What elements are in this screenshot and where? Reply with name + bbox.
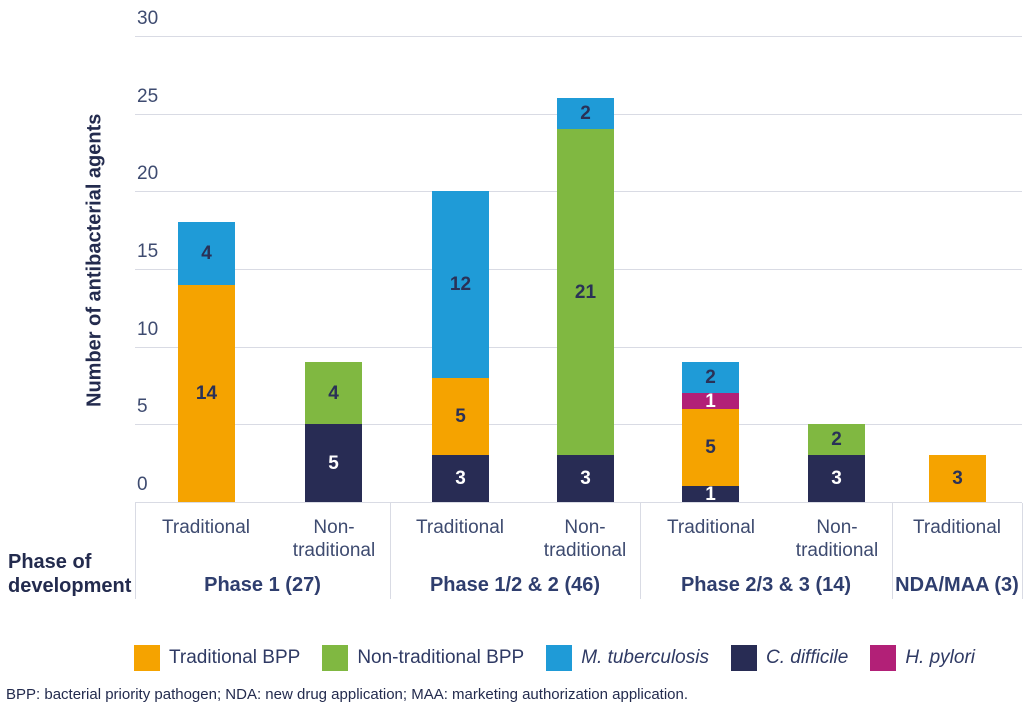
footnote: BPP: bacterial priority pathogen; NDA: n… — [6, 686, 689, 703]
legend-label-traditional-bpp: Traditional BPP — [169, 647, 301, 668]
segment-value-label: 5 — [455, 406, 466, 428]
segment-value-label: 1 — [705, 390, 716, 412]
segment-c-difficile: 5 — [305, 424, 362, 502]
bar-category-label-phase-1-27-non-traditional: Non-traditional — [292, 517, 376, 561]
segment-c-difficile: 3 — [808, 455, 865, 502]
segment-value-label: 12 — [449, 274, 472, 296]
x-axis-band: Traditional Non-traditional Phase 1 (27) Tr… — [0, 502, 1024, 602]
legend-item-traditional-bpp: Traditional BPP — [134, 645, 300, 671]
phase-group-label-phase-1-2-2-46: Phase 1/2 & 2 (46) — [429, 574, 601, 596]
segment-value-label: 14 — [195, 382, 218, 404]
segment-value-label: 1 — [705, 483, 716, 505]
segment-traditional-bpp: 14 — [178, 284, 235, 502]
segment-h-pylori: 1 — [682, 390, 739, 412]
segment-value-label: 4 — [201, 242, 212, 264]
segment-value-label: 3 — [831, 468, 842, 490]
axis-divider-4 — [1022, 503, 1023, 599]
y-axis-title: Number of antibacterial agents — [83, 113, 106, 407]
segment-value-label: 5 — [705, 437, 716, 459]
segment-traditional-bpp: 5 — [432, 377, 489, 456]
phase-group-label-nda-maa-3: NDA/MAA (3) — [895, 574, 1019, 596]
bar-phase-1-2-2-46-traditional: 3 5 12 — [432, 191, 489, 502]
legend-item-non-traditional-bpp: Non-traditional BPP — [322, 645, 524, 671]
legend-item-m-tuberculosis: M. tuberculosis — [546, 645, 709, 671]
y-tick-label-10: 10 — [137, 319, 159, 340]
legend-label-c-difficile: C. difficile — [765, 647, 849, 668]
bar-phase-1-2-2-46-non-traditional: 3 21 2 — [557, 98, 614, 502]
legend-label-h-pylori: H. pylori — [905, 647, 976, 668]
segment-value-label: 21 — [574, 281, 597, 303]
segment-non-traditional-bpp: 4 — [305, 362, 362, 425]
segment-c-difficile: 3 — [432, 455, 489, 502]
bar-category-label-phase-1-2-2-46-traditional: Traditional — [415, 517, 504, 538]
y-tick-label-30: 30 — [137, 8, 159, 29]
legend-item-c-difficile: C. difficile — [730, 645, 849, 671]
phase-group-label-phase-2-3-3-14: Phase 2/3 & 3 (14) — [680, 574, 852, 596]
legend-label-non-traditional-bpp: Non-traditional BPP — [357, 647, 525, 668]
legend-swatch-traditional-bpp — [134, 645, 160, 671]
segment-value-label: 3 — [455, 468, 466, 490]
segment-m-tuberculosis: 4 — [178, 222, 235, 285]
bar-category-label-phase-1-2-2-46-non-traditional: Non-traditional — [543, 517, 627, 561]
y-tick-label-25: 25 — [137, 86, 159, 107]
segment-value-label: 3 — [580, 468, 591, 490]
axis-divider-0 — [135, 503, 136, 599]
gridline-y-30 — [135, 36, 1022, 37]
segment-value-label: 5 — [328, 452, 339, 474]
bar-category-label-nda-maa-3-traditional: Traditional — [912, 517, 1001, 538]
segment-c-difficile: 1 — [682, 483, 739, 505]
legend-swatch-non-traditional-bpp — [322, 645, 349, 671]
segment-non-traditional-bpp: 2 — [808, 424, 865, 456]
segment-traditional-bpp: 5 — [682, 408, 739, 487]
bar-category-label-phase-2-3-3-14-traditional: Traditional — [666, 517, 755, 538]
legend-label-m-tuberculosis: M. tuberculosis — [581, 647, 709, 668]
bar-phase-1-27-traditional: 14 4 — [178, 222, 235, 502]
segment-value-label: 4 — [328, 382, 339, 404]
legend-swatch-c-difficile — [730, 645, 757, 671]
segment-m-tuberculosis: 2 — [557, 98, 614, 130]
axis-divider-2 — [640, 503, 641, 599]
legend-swatch-h-pylori — [870, 645, 897, 671]
legend-swatch-m-tuberculosis — [546, 645, 573, 671]
segment-m-tuberculosis: 12 — [432, 191, 489, 378]
y-tick-label-5: 5 — [137, 396, 148, 417]
x-axis-title: Phase of development — [8, 551, 132, 597]
segment-value-label: 2 — [705, 367, 716, 389]
bar-nda-maa-3-traditional: 3 — [929, 455, 986, 502]
segment-traditional-bpp: 3 — [929, 455, 986, 502]
y-tick-label-20: 20 — [137, 163, 159, 184]
axis-divider-3 — [892, 503, 893, 599]
segment-c-difficile: 3 — [557, 455, 614, 502]
chart-legend: Traditional BPP Non-traditional BPP M. tub… — [134, 645, 975, 671]
plot-area: 0 5 10 15 20 25 30 14 4 5 4 3 5 12 3 21 2 1 5 1 2 3 2 3 — [135, 9, 1022, 505]
segment-m-tuberculosis: 2 — [682, 362, 739, 394]
legend-item-h-pylori: H. pylori — [870, 645, 975, 671]
segment-non-traditional-bpp: 21 — [557, 129, 614, 456]
y-tick-label-15: 15 — [137, 241, 159, 262]
phase-group-label-phase-1-27: Phase 1 (27) — [204, 574, 321, 596]
segment-value-label: 2 — [831, 429, 842, 451]
gridline-y-0 — [135, 502, 1022, 503]
segment-value-label: 3 — [952, 468, 963, 490]
bar-category-label-phase-1-27-traditional: Traditional — [161, 517, 250, 538]
segment-value-label: 2 — [580, 103, 591, 125]
y-tick-label-0: 0 — [137, 474, 148, 495]
bar-category-label-phase-2-3-3-14-non-traditional: Non-traditional — [795, 517, 879, 561]
axis-divider-1 — [390, 503, 391, 599]
